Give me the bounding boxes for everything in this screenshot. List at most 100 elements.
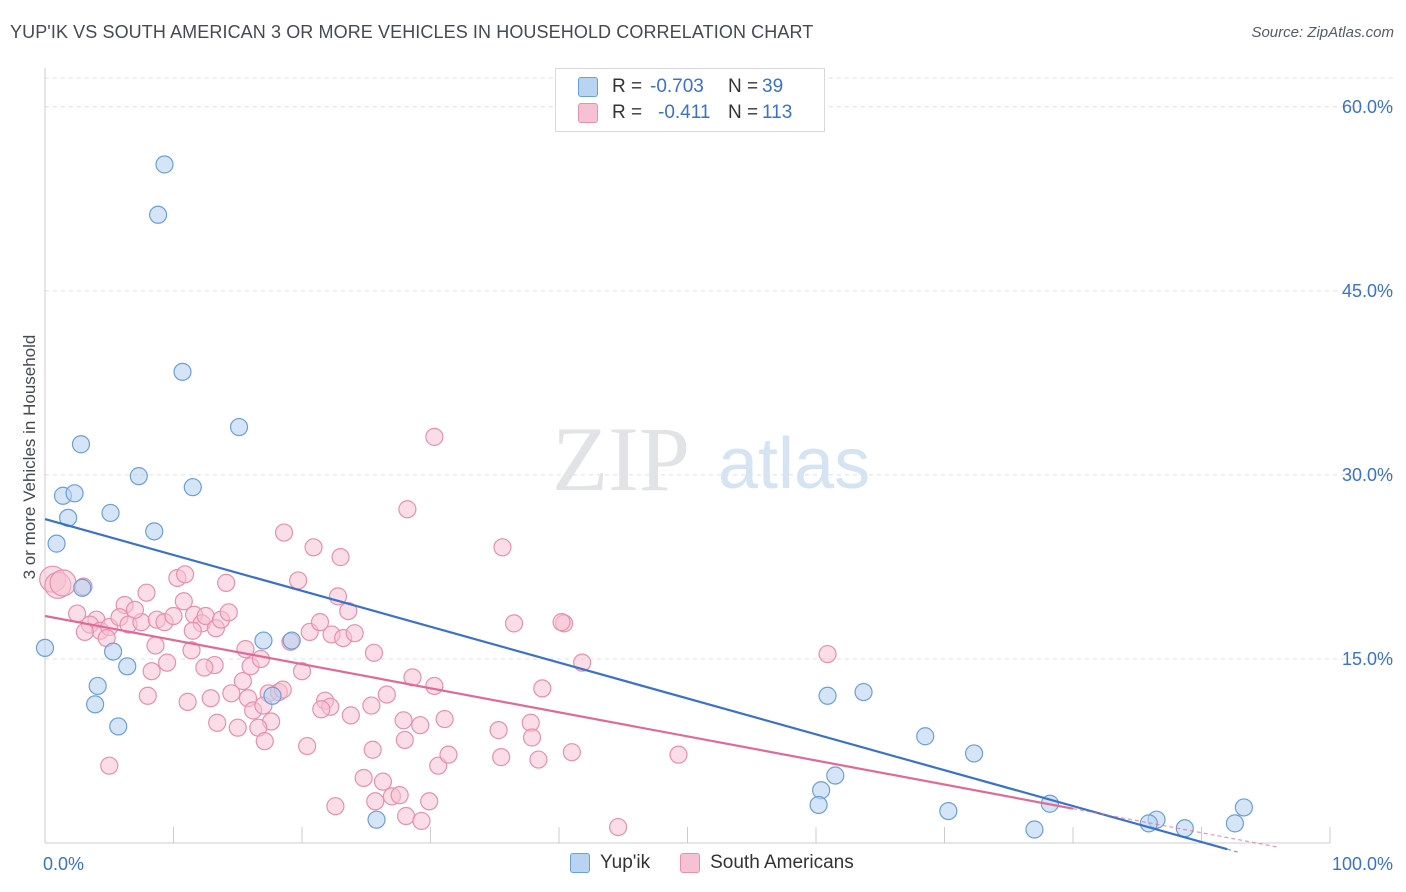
south-americans-point bbox=[251, 649, 270, 669]
south-americans-point bbox=[492, 748, 511, 767]
yupik-point bbox=[1234, 798, 1254, 817]
yupik-point bbox=[812, 781, 831, 800]
south-americans-point bbox=[255, 732, 274, 751]
south-americans-point bbox=[292, 662, 312, 681]
watermark-atlas: atlas bbox=[718, 424, 870, 504]
legend-swatch-south-americans bbox=[578, 103, 598, 123]
south-americans-point bbox=[395, 730, 414, 750]
south-americans-point bbox=[493, 538, 512, 557]
n-label: N = bbox=[728, 76, 759, 97]
trend-line-extension bbox=[1227, 848, 1241, 854]
south-americans-point bbox=[138, 686, 157, 705]
south-americans-point bbox=[312, 700, 331, 719]
yupik-point bbox=[155, 155, 174, 174]
south-americans-point bbox=[339, 601, 358, 621]
south-americans-point bbox=[233, 671, 252, 691]
yupik-point bbox=[818, 686, 837, 705]
legend-swatch-yupik bbox=[570, 853, 590, 873]
yupik-point bbox=[65, 484, 84, 503]
y-tick-label: 15.0% bbox=[1342, 649, 1393, 669]
south-americans-point bbox=[146, 636, 165, 655]
trend-line bbox=[44, 518, 1228, 851]
yupik-point bbox=[1025, 820, 1044, 839]
yupik-point bbox=[263, 686, 282, 705]
south-americans-point bbox=[142, 662, 161, 681]
south-americans-point bbox=[562, 743, 581, 762]
yupik-point bbox=[145, 522, 164, 541]
south-americans-point bbox=[396, 806, 416, 826]
south-americans-point bbox=[100, 756, 119, 775]
south-americans-point bbox=[533, 679, 552, 698]
south-americans-point bbox=[341, 706, 360, 725]
yupik-point bbox=[367, 810, 386, 829]
south-americans-point bbox=[504, 614, 524, 633]
south-americans-point bbox=[489, 721, 508, 740]
south-americans-point bbox=[390, 786, 409, 805]
legend-swatch-yupik bbox=[578, 77, 598, 97]
yupik-point bbox=[73, 578, 92, 597]
legend-swatch-south-americans bbox=[680, 853, 701, 873]
r-value: -0.411 bbox=[658, 102, 711, 123]
yupik-point bbox=[183, 478, 202, 497]
south-americans-point bbox=[310, 613, 330, 632]
south-americans-point bbox=[219, 603, 238, 622]
yupik-point bbox=[109, 717, 128, 736]
south-americans-points bbox=[39, 427, 837, 837]
chart-title: YUP'IK VS SOUTH AMERICAN 3 OR MORE VEHIC… bbox=[10, 22, 814, 42]
n-label: N = bbox=[728, 102, 759, 123]
south-americans-point bbox=[398, 500, 417, 519]
south-americans-point bbox=[420, 792, 439, 811]
trend-line bbox=[44, 614, 1074, 810]
south-americans-point bbox=[362, 696, 381, 715]
axes bbox=[44, 68, 1331, 844]
yupik-point bbox=[47, 534, 66, 553]
south-americans-point bbox=[326, 797, 345, 816]
south-americans-point bbox=[182, 641, 201, 660]
legend-label-south-americans: South Americans bbox=[710, 852, 854, 873]
n-value: 39 bbox=[762, 76, 784, 97]
legend-item-yupik[interactable]: Yup'ik bbox=[570, 852, 650, 874]
south-americans-point bbox=[818, 644, 837, 664]
south-americans-point bbox=[435, 709, 454, 729]
r-label: R = bbox=[612, 76, 643, 97]
watermark: ZIP atlas bbox=[552, 408, 870, 510]
south-americans-point bbox=[298, 736, 317, 756]
south-americans-point bbox=[439, 745, 458, 764]
r-value: -0.703 bbox=[650, 76, 704, 97]
south-americans-point bbox=[377, 685, 396, 704]
yupik-point bbox=[101, 503, 120, 523]
south-americans-point bbox=[174, 592, 193, 611]
south-americans-point bbox=[201, 689, 220, 708]
south-americans-point bbox=[195, 658, 214, 677]
yupik-point bbox=[129, 467, 148, 486]
yupik-point bbox=[282, 631, 301, 650]
yupik-point bbox=[173, 362, 192, 381]
yupik-point bbox=[854, 682, 873, 702]
yupik-point bbox=[148, 205, 168, 224]
south-americans-point bbox=[373, 772, 393, 791]
south-americans-point bbox=[609, 817, 628, 837]
south-americans-point bbox=[75, 622, 94, 642]
south-americans-point bbox=[49, 569, 77, 597]
yupik-point bbox=[104, 642, 123, 661]
south-americans-point bbox=[529, 750, 548, 769]
yupik-point bbox=[964, 744, 984, 763]
south-americans-point bbox=[669, 745, 688, 764]
x-tick-label-min: 0.0% bbox=[43, 854, 84, 874]
south-americans-point bbox=[175, 565, 195, 584]
south-americans-point bbox=[222, 684, 241, 703]
x-tick-label-max: 100.0% bbox=[1332, 854, 1393, 874]
south-americans-point bbox=[164, 606, 183, 626]
south-americans-point bbox=[425, 676, 444, 696]
legend-row-yupik: R = -0.703 N = 39 bbox=[578, 75, 783, 99]
south-americans-point bbox=[394, 711, 413, 730]
south-americans-point bbox=[208, 713, 227, 732]
source-label: Source: ZipAtlas.com bbox=[1251, 24, 1394, 41]
legend-item-south-americans[interactable]: South Americans bbox=[680, 852, 854, 874]
south-americans-point bbox=[331, 548, 350, 567]
south-americans-point bbox=[411, 716, 430, 735]
south-americans-point bbox=[289, 571, 308, 590]
correlation-legend: R = -0.703 N = 39 R = -0.411 N = 113 bbox=[555, 68, 825, 132]
south-americans-point bbox=[228, 718, 247, 737]
